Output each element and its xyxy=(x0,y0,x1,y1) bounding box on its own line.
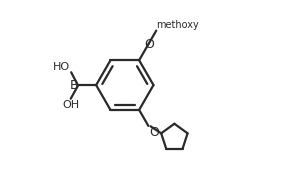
Text: B: B xyxy=(69,79,78,92)
Text: O: O xyxy=(145,38,154,51)
Text: methoxy: methoxy xyxy=(157,20,199,30)
Text: O: O xyxy=(149,126,159,139)
Text: OH: OH xyxy=(62,100,79,110)
Text: HO: HO xyxy=(53,62,70,72)
